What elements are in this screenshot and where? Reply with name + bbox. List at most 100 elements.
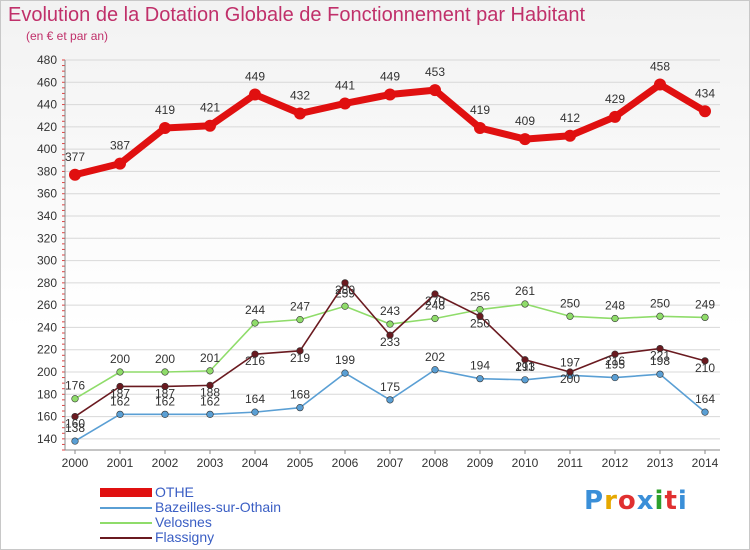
data-label: 164: [695, 392, 715, 406]
data-point: [521, 376, 529, 384]
data-point: [114, 157, 126, 170]
legend-swatch-flassigny: [100, 537, 152, 539]
data-label: 250: [560, 296, 580, 310]
y-tick-label: 320: [37, 231, 57, 245]
data-point: [71, 437, 79, 445]
data-label: 160: [65, 417, 85, 431]
y-tick-label: 360: [37, 187, 57, 201]
data-point: [566, 368, 574, 376]
data-point: [296, 316, 304, 324]
data-point: [656, 345, 664, 353]
legend-swatch-bazeilles: [100, 507, 152, 509]
data-point: [116, 368, 124, 376]
x-tick-label: 2001: [107, 456, 134, 470]
x-tick-label: 2002: [152, 456, 179, 470]
x-tick-label: 2010: [512, 456, 539, 470]
data-label: 432: [290, 88, 310, 102]
data-label: 200: [155, 352, 175, 366]
x-tick-label: 2014: [692, 456, 719, 470]
data-label: 458: [650, 60, 670, 74]
data-point: [384, 88, 396, 101]
data-label: 244: [245, 303, 265, 317]
data-point: [431, 290, 439, 298]
legend-label-othe: OTHE: [155, 484, 194, 500]
data-point: [386, 331, 394, 339]
data-label: 175: [380, 380, 400, 394]
x-tick-label: 2006: [332, 456, 359, 470]
data-label: 200: [560, 372, 580, 386]
data-label: 243: [380, 304, 400, 318]
data-label: 441: [335, 78, 355, 92]
x-tick-label: 2013: [647, 456, 674, 470]
data-label: 249: [695, 297, 715, 311]
data-label: 201: [200, 351, 220, 365]
x-tick-label: 2005: [287, 456, 314, 470]
data-label: 247: [290, 300, 310, 314]
data-label: 453: [425, 65, 445, 79]
data-point: [296, 347, 304, 355]
legend: OTHE Bazeilles-sur-Othain Velosnes Flass…: [100, 484, 360, 545]
data-label: 421: [200, 101, 220, 115]
data-label: 233: [380, 335, 400, 349]
data-label: 216: [605, 354, 625, 368]
data-point: [69, 168, 81, 181]
data-label: 211: [515, 360, 534, 374]
data-label: 193: [515, 360, 535, 374]
data-label: 387: [110, 139, 130, 153]
data-point: [611, 373, 619, 382]
data-label: 210: [695, 361, 715, 375]
x-tick-label: 2008: [422, 456, 449, 470]
data-point: [161, 368, 169, 376]
data-label: 270: [425, 294, 445, 308]
data-point: [296, 404, 304, 412]
data-label: 164: [245, 392, 265, 406]
data-point: [656, 370, 664, 378]
y-tick-label: 480: [37, 53, 57, 67]
data-point: [204, 119, 216, 132]
data-point: [341, 279, 349, 287]
data-label: 377: [65, 150, 85, 164]
data-label: 409: [515, 114, 535, 128]
data-point: [474, 121, 486, 134]
legend-item-velosnes: Velosnes: [100, 514, 360, 530]
data-label: 250: [470, 316, 490, 330]
data-point: [519, 133, 531, 146]
legend-label-flassigny: Flassigny: [155, 529, 215, 545]
data-point: [206, 410, 214, 418]
data-point: [339, 97, 351, 110]
data-label: 187: [110, 386, 130, 400]
y-tick-label: 340: [37, 209, 57, 223]
data-point: [564, 129, 576, 142]
data-point: [386, 320, 394, 328]
data-label: 256: [470, 290, 490, 304]
data-label: 176: [65, 379, 85, 393]
y-tick-label: 260: [37, 298, 57, 312]
legend-label-velosnes: Velosnes: [155, 514, 212, 530]
y-tick-label: 240: [37, 320, 57, 334]
data-label: 168: [290, 388, 310, 402]
y-tick-label: 160: [37, 410, 57, 424]
y-tick-label: 420: [37, 120, 57, 134]
x-tick-label: 2012: [602, 456, 629, 470]
data-point: [611, 350, 619, 358]
data-label: 162: [155, 394, 175, 408]
data-point: [429, 84, 441, 97]
y-tick-label: 220: [37, 343, 57, 357]
data-point: [431, 314, 439, 323]
legend-item-othe: OTHE: [100, 484, 360, 500]
data-label: 162: [200, 394, 220, 408]
data-point: [294, 107, 306, 120]
y-tick-label: 380: [37, 164, 57, 178]
y-tick-label: 440: [37, 98, 57, 112]
data-label: 198: [650, 354, 670, 368]
x-tick-label: 2000: [62, 456, 89, 470]
data-label: 449: [245, 70, 265, 84]
data-label: 162: [110, 394, 130, 408]
data-label: 199: [335, 353, 355, 367]
data-label: 187: [155, 386, 175, 400]
data-point: [251, 408, 259, 416]
data-label: 202: [425, 350, 445, 364]
chart-title: Evolution de la Dotation Globale de Fonc…: [8, 4, 586, 26]
data-label: 434: [695, 86, 715, 100]
